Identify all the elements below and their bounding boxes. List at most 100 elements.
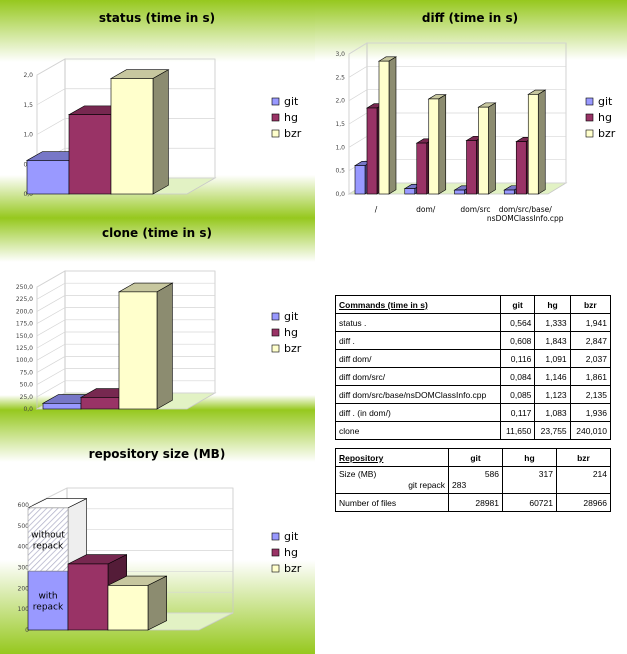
diff-chart: diff (time in s) 0,0 0,5 1,0 1,5 2,0 2,5 3,0 / do… (335, 11, 615, 223)
repo-y-tick: 100 (18, 606, 30, 613)
status-legend-label-hg: hg (284, 111, 298, 124)
clone-y-tick: 125,0 (16, 345, 33, 352)
clone-gridline (36, 270, 215, 288)
git-time: 0,085 (499, 385, 536, 404)
diff-bar-bzr-1 (427, 94, 447, 195)
repository-header-row: Repository git hg bzr (334, 448, 612, 467)
commands-row: diff . 0,608 1,843 2,847 (335, 331, 612, 350)
clone-bar-bzr (117, 282, 174, 410)
repo-annotation-1: without repack (31, 530, 65, 551)
size-hg: 317 (502, 466, 557, 494)
bzr-time: 2,037 (569, 349, 612, 368)
repository-header-hg: hg (502, 448, 557, 467)
repository-size-row: Size (MB) git repack 586 283 317 214 (334, 466, 612, 494)
repo-legend-swatch-git (271, 532, 280, 541)
repository-files-row: Number of files 28981 60721 28966 (334, 493, 612, 512)
clone-y-tick: 25,0 (20, 394, 34, 401)
repo-legend-label-hg: hg (284, 546, 298, 559)
clone-y-tick: 75,0 (20, 369, 34, 376)
commands-header-hg: hg (534, 295, 571, 314)
diff-x-label: dom/ (416, 205, 436, 214)
status-legend-swatch-git (271, 97, 280, 106)
size-label: Size (MB) (339, 469, 377, 479)
repo-bar-bzr (107, 575, 167, 631)
status-y-tick: 1,0 (23, 132, 33, 139)
diff-legend-swatch-git (585, 97, 594, 106)
status-chart: status (time in s)0,00,51,01,52,0githgbz… (23, 11, 301, 198)
clone-y-tick: 250,0 (16, 284, 33, 291)
size-git: 586 (484, 469, 500, 479)
command-label: diff dom/src/base/nsDOMClassInfo.cpp (335, 385, 501, 404)
commands-header-git: git (499, 295, 536, 314)
bzr-time: 2,847 (569, 331, 612, 350)
status-title: status (time in s) (99, 11, 215, 25)
command-label: diff dom/src/ (335, 367, 501, 386)
commands-row: clone 11,650 23,755 240,010 (335, 421, 612, 440)
repo-legend-label-bzr: bzr (284, 562, 302, 575)
repo-y-tick: 500 (18, 523, 30, 530)
clone-y-tick: 50,0 (20, 382, 34, 389)
repository-header-bzr: bzr (555, 448, 612, 467)
hg-time: 1,091 (534, 349, 571, 368)
diff-legend-label-hg: hg (598, 111, 612, 124)
diff-bar-bzr-2 (477, 102, 497, 195)
status-y-tick: 1,5 (23, 102, 33, 109)
status-y-tick: 2,0 (23, 72, 33, 79)
diff-legend-label-git: git (598, 95, 613, 108)
clone-y-tick: 150,0 (16, 333, 33, 340)
status-legend-label-git: git (284, 95, 299, 108)
clone-y-tick: 200,0 (16, 308, 33, 315)
clone-y-tick: 100,0 (16, 357, 33, 364)
repack-git: 283 (452, 480, 467, 490)
files-bzr: 28966 (555, 493, 612, 512)
diff-gridline (348, 89, 566, 101)
repo-title: repository size (MB) (89, 447, 226, 461)
diff-y-tick: 2,0 (335, 98, 345, 105)
repack-label: git repack (408, 480, 446, 490)
size-bzr: 214 (555, 466, 612, 494)
diff-y-tick: 3,0 (335, 51, 345, 58)
repo-y-tick: 300 (18, 565, 30, 572)
command-label: diff dom/ (335, 349, 501, 368)
git-time: 11,650 (499, 421, 536, 440)
diff-y-tick: 1,5 (335, 121, 345, 128)
repository-header-label: Repository (334, 448, 450, 467)
files-hg: 60721 (502, 493, 557, 512)
clone-legend-label-bzr: bzr (284, 342, 302, 355)
diff-title: diff (time in s) (422, 11, 518, 25)
diff-x-label: dom/src/base/nsDOMClassInfo.cpp (487, 205, 564, 223)
diff-x-label: dom/src (460, 205, 490, 214)
diff-y-tick: 0,5 (335, 168, 345, 175)
hg-time: 23,755 (534, 421, 571, 440)
repo-legend-swatch-bzr (271, 564, 280, 573)
repo-y-tick: 200 (18, 585, 30, 592)
size-git-cell: 586 283 (448, 466, 504, 494)
bzr-time: 2,135 (569, 385, 612, 404)
repo-y-tick: 0 (25, 627, 29, 634)
commands-header-label: Commands (time in s) (335, 295, 501, 314)
diff-x-label: / (375, 205, 378, 214)
hg-time: 1,123 (534, 385, 571, 404)
command-label: status . (335, 313, 501, 332)
diff-legend-label-bzr: bzr (598, 127, 616, 140)
status-legend-label-bzr: bzr (284, 127, 302, 140)
diff-y-tick: 0,0 (335, 191, 345, 198)
command-label: diff . (in dom/) (335, 403, 501, 422)
clone-title: clone (time in s) (102, 226, 212, 240)
diff-gridline (348, 42, 566, 55)
hg-time: 1,083 (534, 403, 571, 422)
git-time: 0,116 (499, 349, 536, 368)
command-label: clone (335, 421, 501, 440)
files-label: Number of files (334, 493, 450, 512)
clone-legend-swatch-git (271, 312, 280, 321)
clone-legend-label-git: git (284, 310, 299, 323)
diff-legend-swatch-bzr (585, 129, 594, 138)
command-label: diff . (335, 331, 501, 350)
clone-y-tick: 225,0 (16, 296, 33, 303)
repo-gridline (32, 487, 233, 506)
clone-legend-swatch-bzr (271, 344, 280, 353)
repo-y-tick: 400 (18, 544, 30, 551)
diff-legend: git hg bzr (585, 95, 616, 140)
status-bar-bzr (109, 69, 170, 195)
clone-legend: git hg bzr (271, 310, 302, 355)
